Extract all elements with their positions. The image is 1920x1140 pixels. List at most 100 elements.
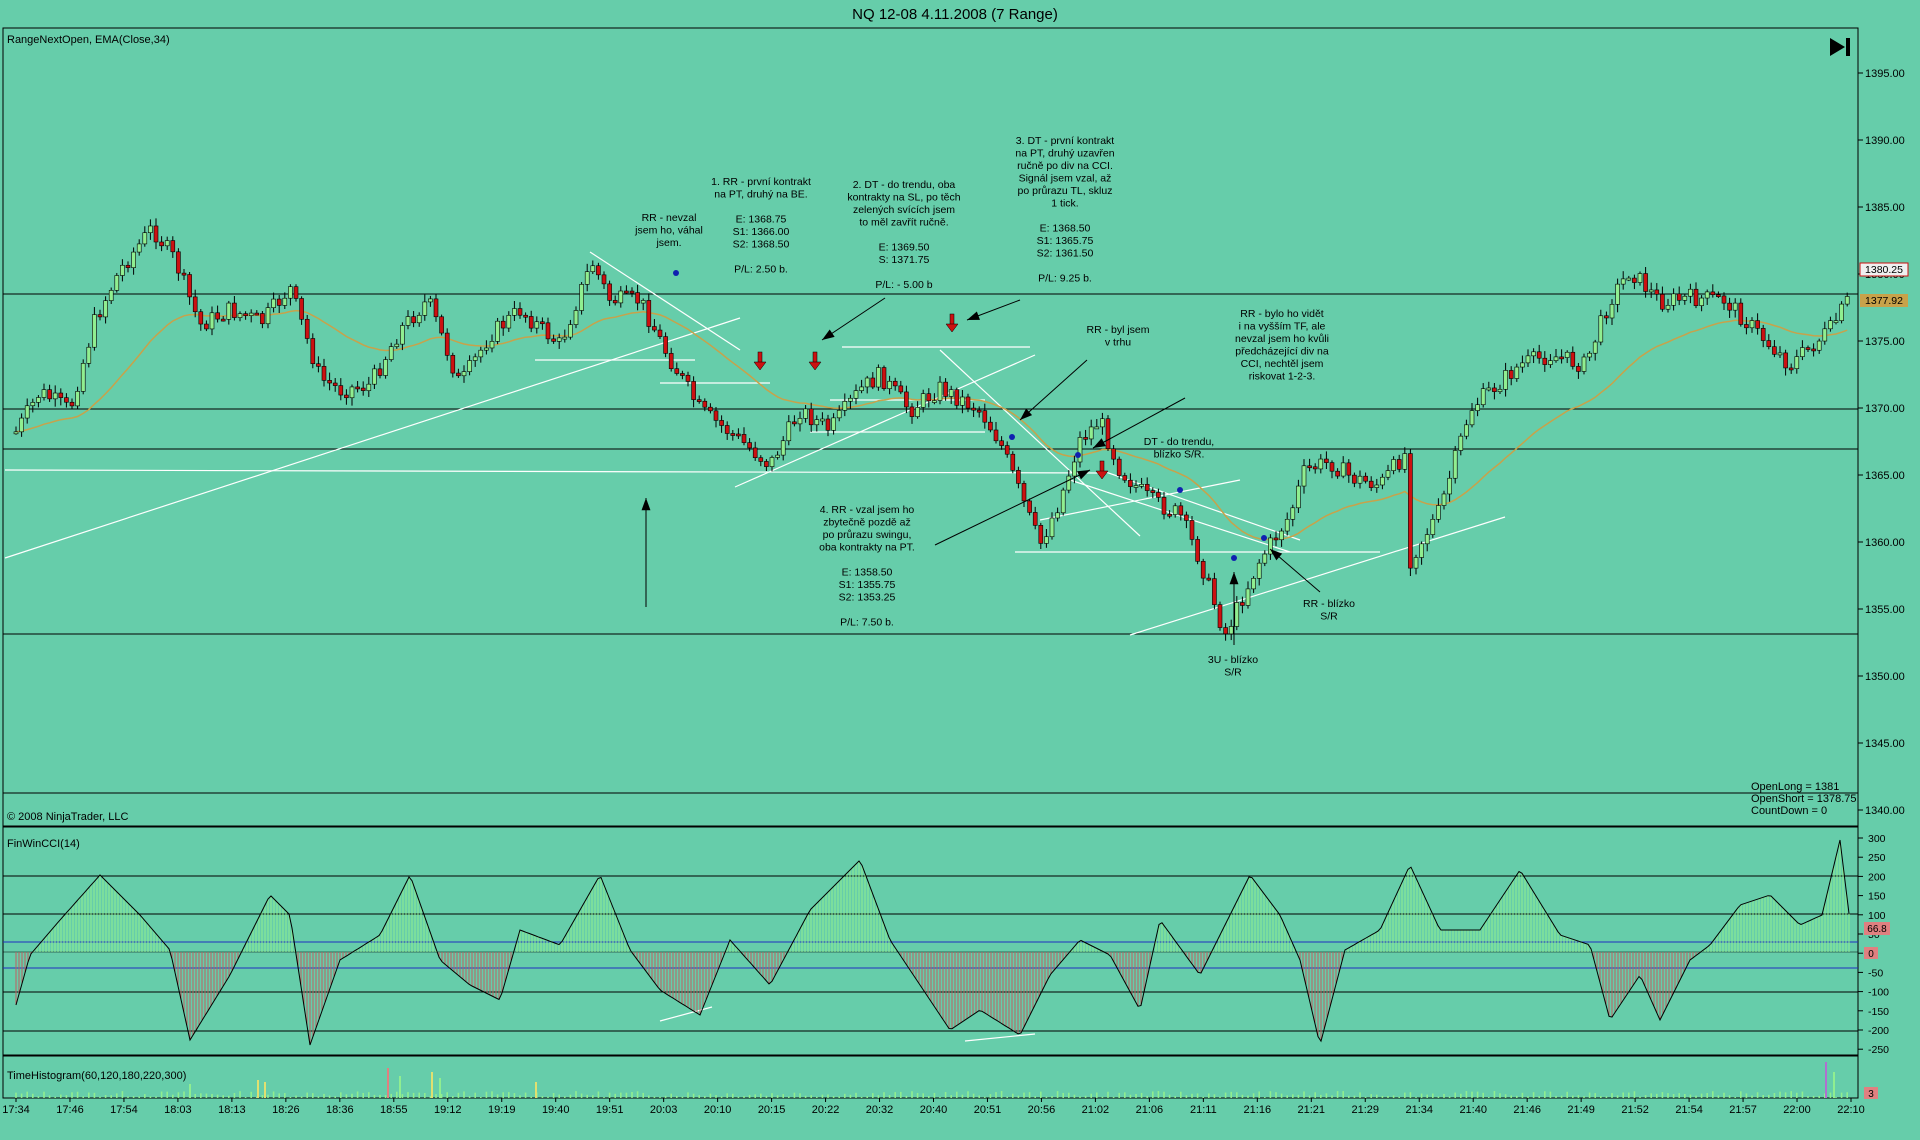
annotation-a3: zelených svících jsem [853, 204, 955, 216]
cci-tick-label: -250 [1868, 1044, 1889, 1056]
annotation-a6: CCI, nechtěl jsem [1241, 358, 1324, 370]
time-tick-label: 20:15 [758, 1104, 786, 1116]
cci-histogram [15, 839, 1850, 1046]
status-open-long: OpenLong = 1381 [1751, 781, 1839, 793]
annotation-a10: S/R [1224, 667, 1242, 679]
time-tick-label: 20:51 [974, 1104, 1002, 1116]
time-tick-label: 21:16 [1244, 1104, 1272, 1116]
status-open-short: OpenShort = 1378.75 [1751, 793, 1857, 805]
annotation-a4: po průrazu TL, skluz [1018, 185, 1113, 197]
annotation-a4: ručně po div na CCI. [1017, 160, 1113, 172]
time-tick-label: 20:40 [920, 1104, 948, 1116]
annotation-a5: v trhu [1105, 337, 1131, 349]
annotation-a2: E: 1368.75 [736, 214, 787, 226]
time-tick-label: 22:00 [1783, 1104, 1811, 1116]
price-tick-label: 1385.00 [1865, 202, 1905, 214]
time-tick-label: 18:36 [326, 1104, 354, 1116]
annotation-a9: S/R [1320, 611, 1338, 623]
cci-tick-label: -100 [1868, 987, 1889, 999]
time-tick-label: 20:10 [704, 1104, 732, 1116]
cci-tick-label: 100 [1868, 910, 1886, 922]
annotation-a1: jsem ho, váhal [634, 225, 703, 237]
skip-end-icon[interactable] [1826, 33, 1854, 61]
cci-panel-label: FinWinCCI(14) [7, 838, 80, 850]
time-tick-label: 17:34 [2, 1104, 30, 1116]
annotation-a3: E: 1369.50 [879, 242, 930, 254]
time-tick-label: 21:46 [1513, 1104, 1541, 1116]
time-tick-label: 21:21 [1298, 1104, 1326, 1116]
annotation-a6: nevzal jsem ho kvůli [1235, 333, 1329, 345]
price-tick-label: 1350.00 [1865, 671, 1905, 683]
price-axis: 1395.001390.001385.001380.001375.001370.… [1858, 68, 1905, 817]
price-tick-label: 1365.00 [1865, 470, 1905, 482]
time-tick-label: 18:03 [164, 1104, 192, 1116]
last-price-badge: 1380.25 [1859, 262, 1909, 277]
price-tick-label: 1375.00 [1865, 336, 1905, 348]
time-tick-label: 18:13 [218, 1104, 246, 1116]
svg-text:1380.25: 1380.25 [1865, 264, 1903, 276]
time-histogram-bars [15, 1062, 1848, 1098]
annotation-a8: zbytečně pozdě až [823, 517, 911, 529]
annotation-a7: blízko S/R. [1154, 449, 1205, 461]
svg-text:1377.92: 1377.92 [1865, 295, 1903, 307]
time-tick-label: 21:29 [1351, 1104, 1379, 1116]
annotation-a3: to měl zavřít ručně. [859, 217, 948, 229]
time-tick-label: 21:11 [1190, 1104, 1217, 1116]
cci-tick-label: -200 [1868, 1025, 1889, 1037]
histogram-value-badge: 3 [1864, 1087, 1878, 1100]
annotation-a8: oba kontrakty na PT. [819, 542, 915, 554]
cci-tick-label: 250 [1868, 852, 1886, 864]
price-tick-label: 1345.00 [1865, 738, 1905, 750]
price-tick-label: 1355.00 [1865, 604, 1905, 616]
annotation-a4: na PT, druhý uzavřen [1015, 148, 1114, 160]
horizontal-levels [3, 293, 1858, 794]
price-panel-label: RangeNextOpen, EMA(Close,34) [7, 34, 170, 46]
annotation-a3: S: 1371.75 [879, 254, 930, 266]
price-tick-label: 1340.00 [1865, 805, 1905, 817]
annotation-a3: 2. DT - do trendu, oba [853, 179, 956, 191]
time-tick-label: 20:03 [650, 1104, 678, 1116]
status-countdown: CountDown = 0 [1751, 805, 1827, 817]
ema-value-badge: 1377.92 [1860, 294, 1908, 307]
annotation-a4: S2: 1361.50 [1037, 248, 1094, 260]
cci-panel [2, 826, 1859, 1056]
time-tick-label: 18:26 [272, 1104, 300, 1116]
signal-arrows [641, 297, 1321, 645]
cci-value-badge: 66.8 [1864, 922, 1890, 935]
annotation-a5: RR - byl jsem [1086, 324, 1149, 336]
cci-levels [3, 875, 1858, 1032]
window-title: NQ 12-08 4.11.2008 (7 Range) [852, 6, 1058, 23]
annotation-a4: Signál jsem vzal, až [1019, 173, 1112, 185]
time-tick-label: 18:55 [380, 1104, 408, 1116]
ema-line [15, 309, 1848, 541]
time-tick-label: 19:40 [542, 1104, 570, 1116]
annotation-a6: RR - bylo ho vidět [1240, 308, 1324, 320]
histogram-panel-label: TimeHistogram(60,120,180,220,300) [7, 1070, 186, 1082]
annotation-a8: po průrazu swingu, [823, 529, 912, 541]
annotation-a4: 3. DT - první kontrakt [1016, 135, 1115, 147]
annotation-a3: kontrakty na SL, po těch [847, 192, 960, 204]
cci-tick-label: 200 [1868, 871, 1886, 883]
time-tick-label: 21:34 [1405, 1104, 1433, 1116]
annotation-a1: RR - nevzal [642, 212, 697, 224]
annotation-a8: 4. RR - vzal jsem ho [820, 504, 915, 516]
time-tick-label: 20:22 [812, 1104, 840, 1116]
annotation-a6: riskovat 1-2-3. [1249, 371, 1316, 383]
annotation-a2: S1: 1366.00 [733, 226, 790, 238]
cci-axis: 300250200150100500-50-100-150-200-250 [1858, 833, 1889, 1056]
svg-text:66.8: 66.8 [1867, 924, 1887, 935]
annotation-a2: P/L: 2.50 b. [734, 264, 788, 276]
cci-tick-label: 150 [1868, 891, 1886, 903]
annotation-a8: E: 1358.50 [842, 567, 893, 579]
annotation-a7: DT - do trendu, [1144, 436, 1214, 448]
annotation-a3: P/L: - 5.00 b [875, 279, 932, 291]
annotation-a8: P/L: 7.50 b. [840, 617, 894, 629]
price-candles [13, 218, 1850, 641]
annotation-a4: 1 tick. [1051, 198, 1078, 210]
cci-zero-badge: 0 [1864, 947, 1878, 960]
annotation-a4: P/L: 9.25 b. [1038, 273, 1092, 285]
copyright-text: © 2008 NinjaTrader, LLC [7, 811, 128, 823]
